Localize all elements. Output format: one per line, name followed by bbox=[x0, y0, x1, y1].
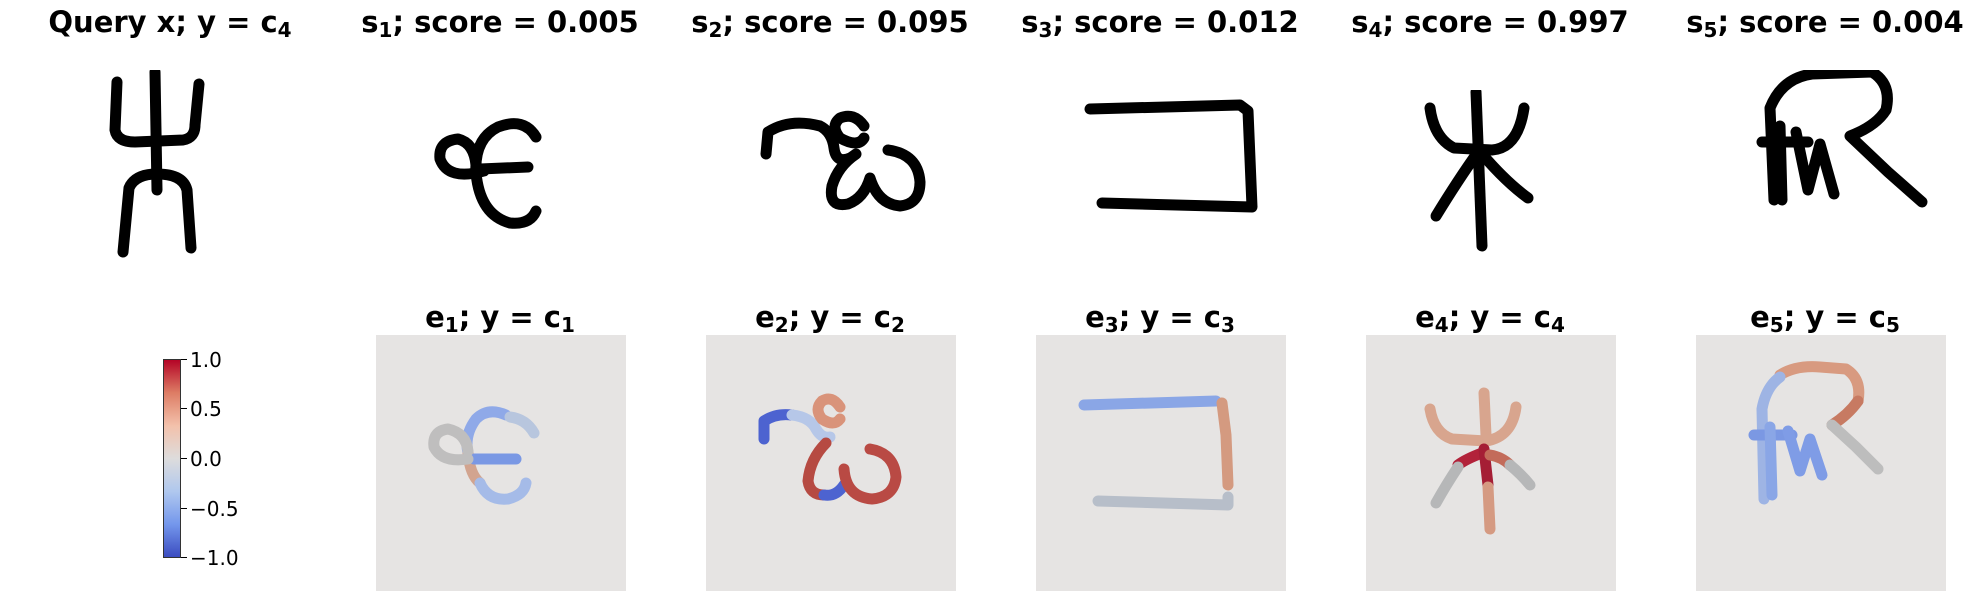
support-1-glyph bbox=[428, 115, 548, 235]
explanation-5-panel bbox=[1696, 335, 1946, 591]
support-2-title: s2; score = 0.095 bbox=[691, 5, 969, 42]
explanation-2-title: e2; y = c2 bbox=[755, 300, 905, 337]
colorbar-tick-label: 0.5 bbox=[190, 397, 222, 421]
query-glyph bbox=[95, 70, 225, 260]
colorbar-tick bbox=[181, 408, 187, 409]
colorbar-tick bbox=[181, 557, 187, 558]
colorbar-tick-label: 0.0 bbox=[190, 447, 222, 471]
explanation-5-title: e5; y = c5 bbox=[1750, 300, 1900, 337]
support-5-title: s5; score = 0.004 bbox=[1686, 5, 1963, 42]
query-title: Query x; y = c4 bbox=[48, 5, 292, 42]
support-4-glyph bbox=[1422, 90, 1542, 260]
explanation-4-panel bbox=[1366, 335, 1616, 591]
colorbar bbox=[163, 359, 181, 558]
explanation-2-panel bbox=[706, 335, 956, 591]
explanation-1-title: e1; y = c1 bbox=[425, 300, 575, 337]
colorbar-tick-label: −1.0 bbox=[190, 546, 239, 570]
support-3-glyph bbox=[1082, 95, 1262, 225]
support-5-glyph bbox=[1752, 70, 1932, 220]
colorbar-tick-label: −0.5 bbox=[190, 497, 239, 521]
explanation-4-title: e4; y = c4 bbox=[1415, 300, 1565, 337]
support-2-glyph bbox=[760, 108, 930, 228]
explanation-3-title: e3; y = c3 bbox=[1085, 300, 1235, 337]
colorbar-tick-label: 1.0 bbox=[190, 348, 222, 372]
explanation-1-panel bbox=[376, 335, 626, 591]
colorbar-tick bbox=[181, 508, 187, 509]
explanation-3-panel bbox=[1036, 335, 1286, 591]
support-1-title: s1; score = 0.005 bbox=[361, 5, 639, 42]
colorbar-tick bbox=[181, 458, 187, 459]
support-3-title: s3; score = 0.012 bbox=[1021, 5, 1299, 42]
support-4-title: s4; score = 0.997 bbox=[1351, 5, 1629, 42]
colorbar-tick bbox=[181, 359, 187, 360]
